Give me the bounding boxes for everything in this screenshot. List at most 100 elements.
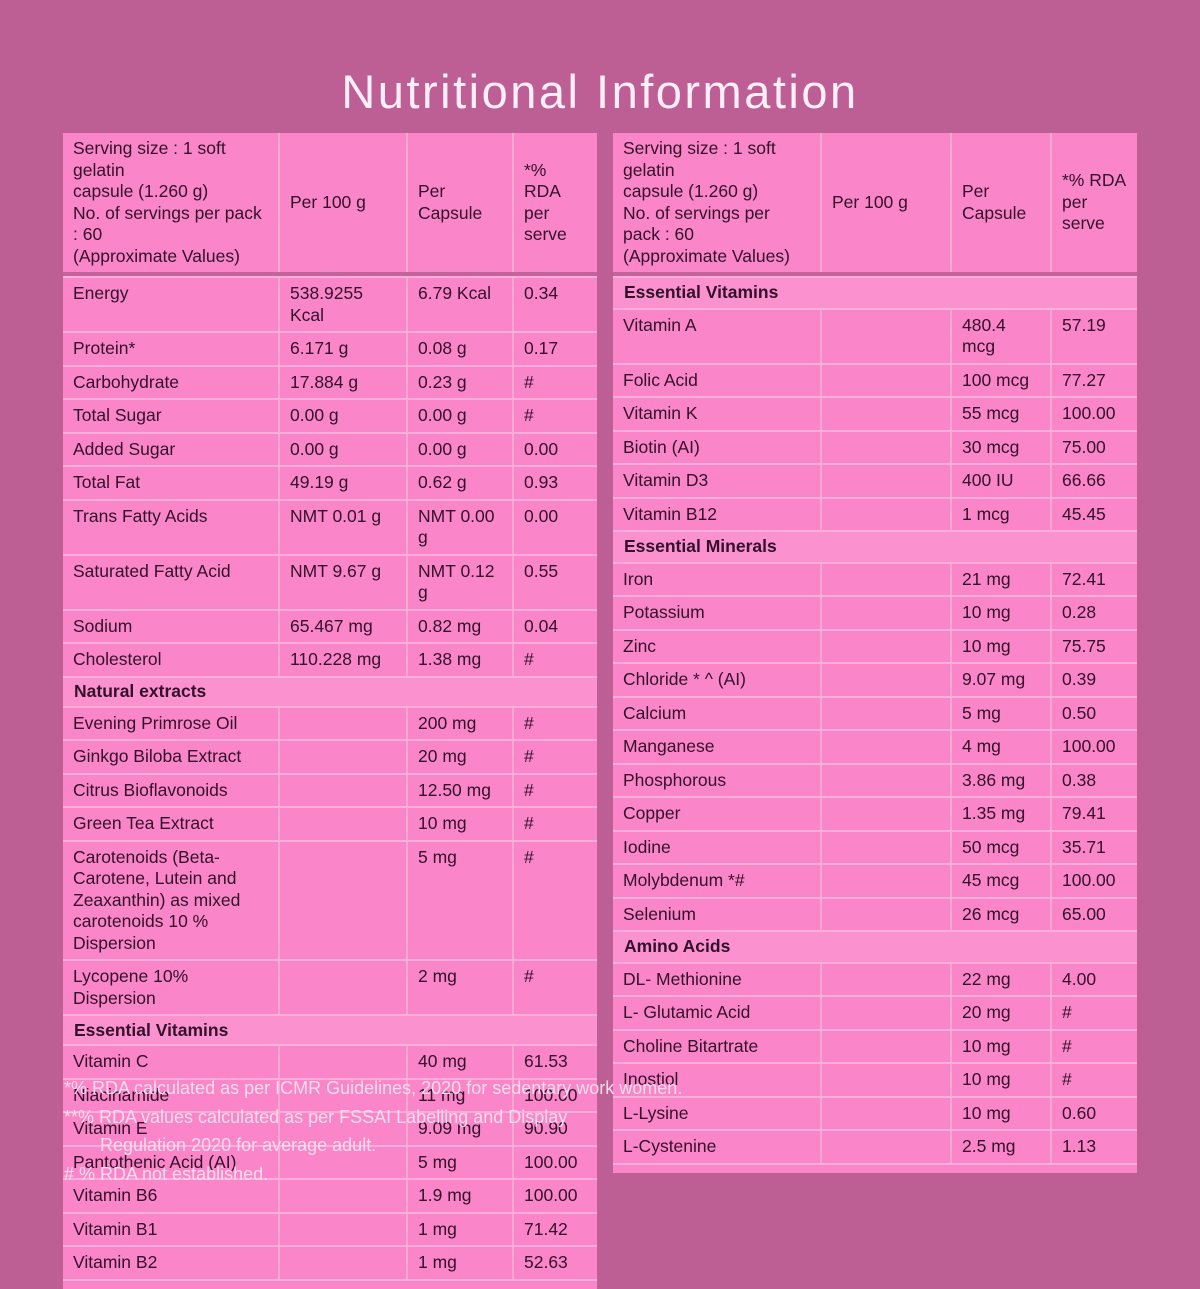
table-row: Vitamin C 40 mg 61.53	[63, 1044, 597, 1078]
value-per-100g	[820, 498, 950, 530]
value-per-capsule: NMT 0.00 g	[406, 500, 512, 554]
value-per-100g	[820, 898, 950, 930]
column-header-per-capsule: Per Capsule	[950, 133, 1050, 272]
row-label: Vitamin D3	[623, 470, 709, 490]
value-rda: 0.50	[1050, 697, 1137, 729]
value-per-capsule: 10 mg	[950, 1030, 1050, 1062]
table-header-row: Serving size : 1 soft gelatin capsule (1…	[613, 133, 1137, 276]
table-row: Selenium 26 mcg 65.00	[613, 896, 1137, 930]
table-row: Carbohydrate 17.884 g 0.23 g #	[63, 364, 597, 398]
row-label: Manganese	[623, 736, 715, 756]
table-row: Evening Primrose Oil 200 mg #	[63, 705, 597, 739]
value-per-capsule: 10 mg	[950, 597, 1050, 629]
value-per-100g: 538.9255 Kcal	[278, 278, 406, 331]
row-label: Iron	[623, 568, 654, 589]
row-label: DL- Methionine	[623, 968, 742, 989]
column-header-per-100g: Per 100 g	[278, 133, 406, 272]
value-rda: 1.13	[1050, 1131, 1137, 1163]
value-per-capsule: 1 mg	[406, 1247, 512, 1279]
table-row: Vitamin B12 1 mcg 45.45	[613, 496, 1137, 530]
table-bottom-strip	[613, 1162, 1137, 1173]
table-row: L-Cystenine 2.5 mg 1.13	[613, 1129, 1137, 1163]
value-per-capsule: 26 mcg	[950, 898, 1050, 930]
column-header-per-capsule: Per Capsule	[406, 133, 512, 272]
row-label: Protein*	[73, 338, 136, 358]
value-rda: #	[1050, 997, 1137, 1029]
value-rda: 0.93	[512, 467, 597, 499]
value-rda: 35.71	[1050, 831, 1137, 863]
table-row: Chloride * ^ (AI) 9.07 mg 0.39	[613, 662, 1137, 696]
table-row: Iodine 50 mcg 35.71	[613, 829, 1137, 863]
column-header-rda: *% RDA per serve	[1050, 133, 1137, 272]
value-per-100g	[820, 431, 950, 463]
table-row: Added Sugar 0.00 g 0.00 g 0.00	[63, 431, 597, 465]
value-per-100g	[278, 1247, 406, 1279]
value-per-capsule: 55 mcg	[950, 398, 1050, 430]
table-row: DL- Methionine 22 mg 4.00	[613, 961, 1137, 995]
row-label: Calcium	[623, 702, 687, 723]
table-row: Niacinamide 11 mg 100.00	[63, 1077, 597, 1111]
value-rda: #	[512, 808, 597, 840]
row-label: Phosphorous	[623, 769, 727, 790]
value-per-100g	[820, 563, 950, 595]
table-row: Molybdenum *# 45 mcg 100.00	[613, 863, 1137, 897]
value-rda: #	[512, 961, 597, 1014]
value-rda: 100.00	[1050, 865, 1137, 897]
table-row: Vitamin E 9.09 mg 90.90	[63, 1111, 597, 1145]
value-rda: 45.45	[1050, 498, 1137, 530]
value-per-capsule: 5 mg	[406, 841, 512, 959]
value-per-capsule: 0.23 g	[406, 366, 512, 398]
value-per-capsule: 20 mg	[950, 997, 1050, 1029]
value-rda: 0.00	[512, 500, 597, 554]
table-row: Phosphorous 3.86 mg 0.38	[613, 762, 1137, 796]
page-title: Nutritional Information	[341, 65, 859, 118]
value-per-100g	[820, 997, 950, 1029]
value-per-capsule: 10 mg	[950, 630, 1050, 662]
row-label: Biotin (AI)	[623, 436, 700, 457]
value-per-capsule: 0.62 g	[406, 467, 512, 499]
table-row: Saturated Fatty Acid NMT 9.67 g NMT 0.12 g…	[63, 553, 597, 609]
row-label: Inostiol	[623, 1069, 679, 1089]
value-per-100g	[820, 865, 950, 897]
table-bottom-strip	[63, 1278, 597, 1289]
row-label: Green Tea Extract	[73, 813, 214, 833]
row-label: Total Sugar	[73, 405, 162, 425]
row-label: Niacinamide	[73, 1084, 170, 1105]
table-row: Choline Bitartrate 10 mg #	[613, 1028, 1137, 1062]
table-row: Citrus Bioflavonoids 12.50 mg #	[63, 772, 597, 806]
value-per-capsule: 10 mg	[950, 1064, 1050, 1096]
value-per-100g	[278, 741, 406, 773]
value-per-capsule: 10 mg	[406, 808, 512, 840]
table-row: Calcium 5 mg 0.50	[613, 695, 1137, 729]
value-per-capsule: 0.00 g	[406, 433, 512, 465]
row-label: Cholesterol	[73, 649, 162, 669]
value-per-capsule: 0.00 g	[406, 400, 512, 432]
value-per-100g	[820, 831, 950, 863]
value-per-100g: 0.00 g	[278, 400, 406, 432]
row-label: Lycopene 10% Dispersion	[73, 966, 189, 1008]
value-per-100g	[278, 1146, 406, 1178]
row-label: Sodium	[73, 615, 133, 636]
table-row: Lycopene 10% Dispersion 2 mg #	[63, 959, 597, 1014]
value-per-100g	[278, 841, 406, 959]
row-label: Chloride * ^ (AI)	[623, 669, 746, 689]
row-label: Vitamin C	[73, 1051, 149, 1071]
value-per-capsule: 21 mg	[950, 563, 1050, 595]
row-label: Zinc	[623, 635, 657, 656]
value-per-100g: 110.228 mg	[278, 644, 406, 676]
value-per-100g: 65.467 mg	[278, 610, 406, 642]
value-per-100g	[278, 1079, 406, 1111]
value-per-100g	[820, 1030, 950, 1062]
value-per-capsule: 1.35 mg	[950, 798, 1050, 830]
value-per-capsule: 45 mcg	[950, 865, 1050, 897]
footnote-rda-icmr: *% RDA calculated as per ICMR Guidelines…	[64, 1078, 683, 1098]
row-label: Vitamin E	[73, 1118, 148, 1138]
value-per-100g	[278, 808, 406, 840]
value-per-100g: 17.884 g	[278, 366, 406, 398]
row-label: Ginkgo Biloba Extract	[73, 746, 242, 766]
table-row: L-Lysine 10 mg 0.60	[613, 1095, 1137, 1129]
row-label: Total Fat	[73, 472, 141, 492]
row-label: Added Sugar	[73, 438, 176, 459]
value-rda: #	[512, 400, 597, 432]
value-rda: 57.19	[1050, 309, 1137, 363]
